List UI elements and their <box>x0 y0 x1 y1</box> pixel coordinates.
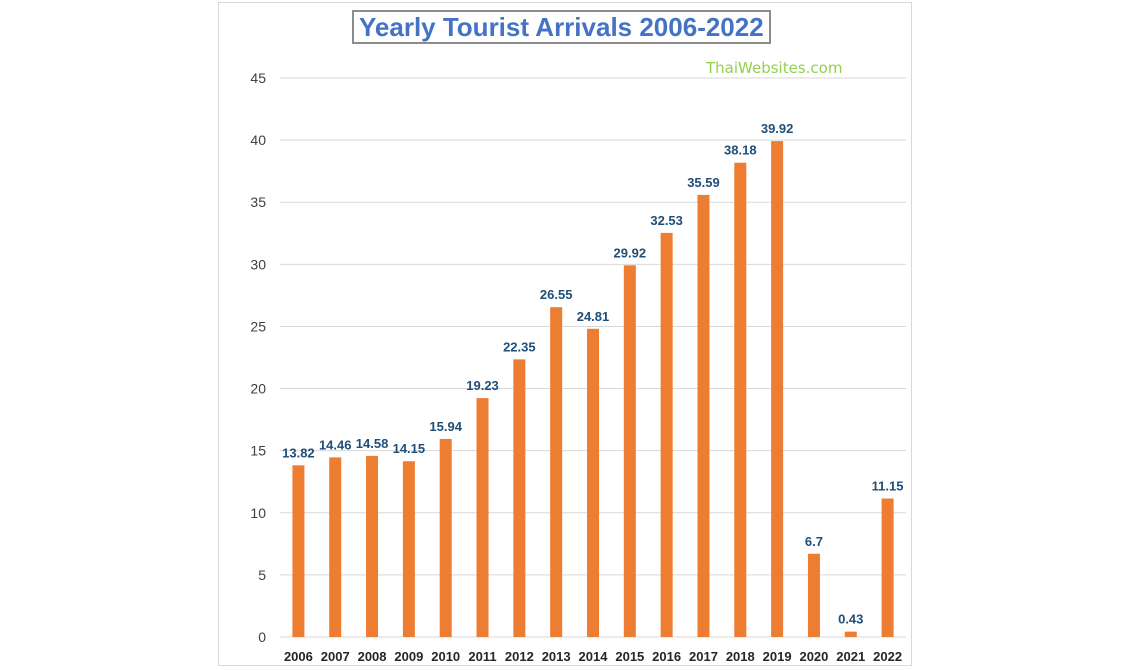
x-tick-label: 2016 <box>652 649 681 664</box>
bar <box>807 553 820 637</box>
bar <box>513 359 526 637</box>
bar <box>439 438 452 637</box>
y-tick-label: 0 <box>258 629 266 645</box>
x-tick-label: 2017 <box>689 649 718 664</box>
data-label: 35.59 <box>687 175 720 190</box>
data-label: 15.94 <box>429 419 462 434</box>
y-tick-label: 5 <box>258 567 266 583</box>
y-tick-label: 25 <box>250 318 266 334</box>
bar <box>292 465 305 637</box>
data-label: 26.55 <box>540 287 573 302</box>
bar <box>660 232 673 638</box>
bar <box>771 141 784 637</box>
x-tick-label: 2008 <box>358 649 387 664</box>
x-tick-label: 2022 <box>873 649 902 664</box>
y-tick-label: 10 <box>250 505 266 521</box>
bar <box>329 457 342 637</box>
bar <box>587 328 599 637</box>
x-tick-label: 2021 <box>836 649 865 664</box>
data-label: 22.35 <box>503 339 536 354</box>
x-tick-label: 2015 <box>615 649 644 664</box>
bar <box>844 631 857 637</box>
x-tick-label: 2006 <box>284 649 313 664</box>
data-label: 32.53 <box>650 213 683 228</box>
bar <box>697 194 710 637</box>
x-tick-label: 2020 <box>799 649 828 664</box>
x-tick-label: 2014 <box>579 649 609 664</box>
y-tick-label: 15 <box>250 443 266 459</box>
chart-title: Yearly Tourist Arrivals 2006-2022 <box>352 10 771 44</box>
data-label: 14.58 <box>356 436 389 451</box>
bar <box>881 498 894 637</box>
y-tick-label: 35 <box>250 194 266 210</box>
x-tick-label: 2009 <box>394 649 423 664</box>
y-tick-label: 45 <box>250 70 266 86</box>
data-label: 6.7 <box>805 534 823 549</box>
data-label: 24.81 <box>577 309 610 324</box>
bar <box>623 265 636 637</box>
bar <box>550 307 563 637</box>
bar <box>366 455 379 637</box>
x-tick-label: 2018 <box>726 649 755 664</box>
y-tick-label: 40 <box>250 132 266 148</box>
x-tick-label: 2007 <box>321 649 350 664</box>
data-label: 39.92 <box>761 121 794 136</box>
y-tick-label: 30 <box>250 256 266 272</box>
bar <box>402 461 415 637</box>
data-label: 19.23 <box>466 378 499 393</box>
data-label: 0.43 <box>838 612 863 627</box>
data-label: 38.18 <box>724 143 757 158</box>
x-tick-label: 2010 <box>431 649 460 664</box>
data-label: 11.15 <box>872 478 904 493</box>
x-tick-label: 2012 <box>505 649 534 664</box>
bar <box>476 398 489 637</box>
data-label: 14.46 <box>319 437 352 452</box>
bar <box>734 162 747 638</box>
x-tick-label: 2019 <box>763 649 792 664</box>
data-label: 13.82 <box>282 445 315 460</box>
data-label: 14.15 <box>393 441 426 456</box>
data-label: 29.92 <box>614 245 647 260</box>
x-tick-label: 2011 <box>468 649 496 664</box>
watermark-text: ThaiWebsites.com <box>706 59 843 77</box>
y-tick-label: 20 <box>250 381 266 397</box>
x-tick-label: 2013 <box>542 649 571 664</box>
